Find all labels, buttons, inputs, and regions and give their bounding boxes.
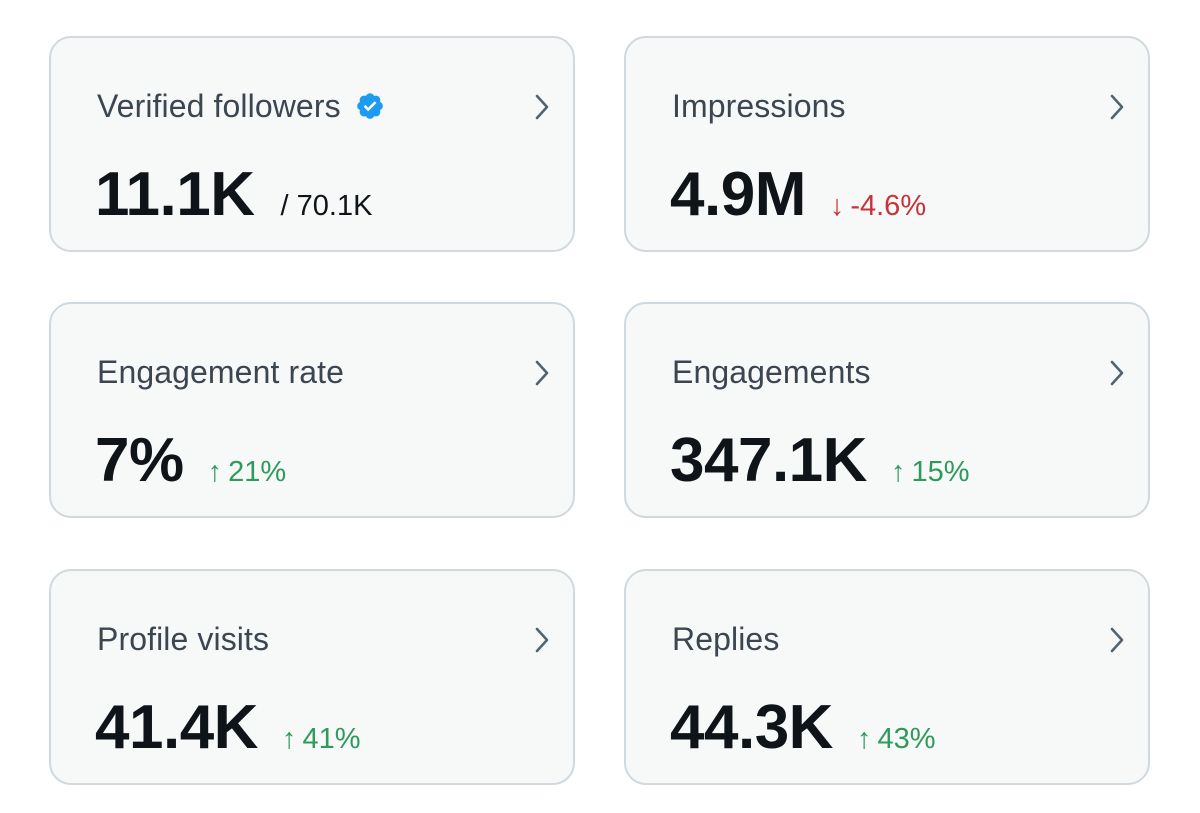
card-value-row: 4.9M ↓ -4.6% — [670, 162, 926, 228]
chevron-right-icon — [1110, 360, 1124, 386]
card-engagement-rate[interactable]: Engagement rate 7% ↑ 21% — [49, 302, 575, 518]
metric-change: ↑ 43% — [857, 723, 936, 756]
card-title: Engagement rate — [97, 354, 344, 390]
verified-badge-icon — [356, 93, 383, 119]
chevron-right-icon — [1110, 627, 1124, 653]
card-title: Impressions — [672, 88, 846, 124]
chevron-right-icon — [535, 627, 549, 653]
card-value-row: 44.3K ↑ 43% — [670, 695, 936, 761]
metric-value: 44.3K — [670, 693, 833, 762]
card-replies[interactable]: Replies 44.3K ↑ 43% — [624, 569, 1150, 785]
arrow-up-icon: ↑ — [856, 723, 872, 755]
chevron-right-icon — [1110, 94, 1124, 120]
card-value-row: 41.4K ↑ 41% — [95, 695, 361, 761]
change-percent: 21% — [228, 456, 287, 488]
card-value-row: 11.1K / 70.1K — [95, 162, 372, 228]
card-value-row: 347.1K ↑ 15% — [670, 428, 969, 494]
card-profile-visits[interactable]: Profile visits 41.4K ↑ 41% — [49, 569, 575, 785]
metric-total: / 70.1K — [280, 190, 373, 222]
chevron-right-icon — [535, 94, 549, 120]
metric-change: ↑ 15% — [891, 456, 970, 489]
change-percent: 41% — [302, 723, 361, 755]
card-engagements[interactable]: Engagements 347.1K ↑ 15% — [624, 302, 1150, 518]
card-impressions[interactable]: Impressions 4.9M ↓ -4.6% — [624, 36, 1150, 252]
metric-change: ↓ -4.6% — [830, 190, 926, 223]
card-header: Engagements — [672, 352, 871, 392]
arrow-up-icon: ↑ — [281, 723, 297, 755]
change-percent: 15% — [911, 456, 970, 488]
metric-change: ↑ 21% — [208, 456, 287, 489]
card-title: Profile visits — [97, 621, 270, 657]
card-title: Verified followers — [97, 88, 341, 124]
metric-value: 4.9M — [670, 160, 806, 229]
change-percent: 43% — [877, 723, 936, 755]
metric-value: 11.1K — [95, 160, 255, 229]
change-percent: -4.6% — [850, 190, 927, 222]
card-header: Replies — [672, 619, 779, 659]
card-title: Engagements — [672, 354, 871, 390]
arrow-up-icon: ↑ — [207, 456, 223, 488]
card-title: Replies — [672, 621, 780, 657]
arrow-down-icon: ↓ — [829, 190, 845, 222]
card-header: Impressions — [672, 86, 846, 126]
metric-change: ↑ 41% — [282, 723, 361, 756]
metric-value: 347.1K — [670, 426, 867, 495]
card-value-row: 7% ↑ 21% — [95, 428, 286, 494]
metric-value: 41.4K — [95, 693, 258, 762]
card-header: Profile visits — [97, 619, 269, 659]
chevron-right-icon — [535, 360, 549, 386]
arrow-up-icon: ↑ — [890, 456, 906, 488]
card-header: Verified followers — [97, 86, 385, 126]
card-header: Engagement rate — [97, 352, 344, 392]
card-verified-followers[interactable]: Verified followers 11.1K / 70.1K — [49, 36, 575, 252]
metric-value: 7% — [95, 426, 184, 495]
